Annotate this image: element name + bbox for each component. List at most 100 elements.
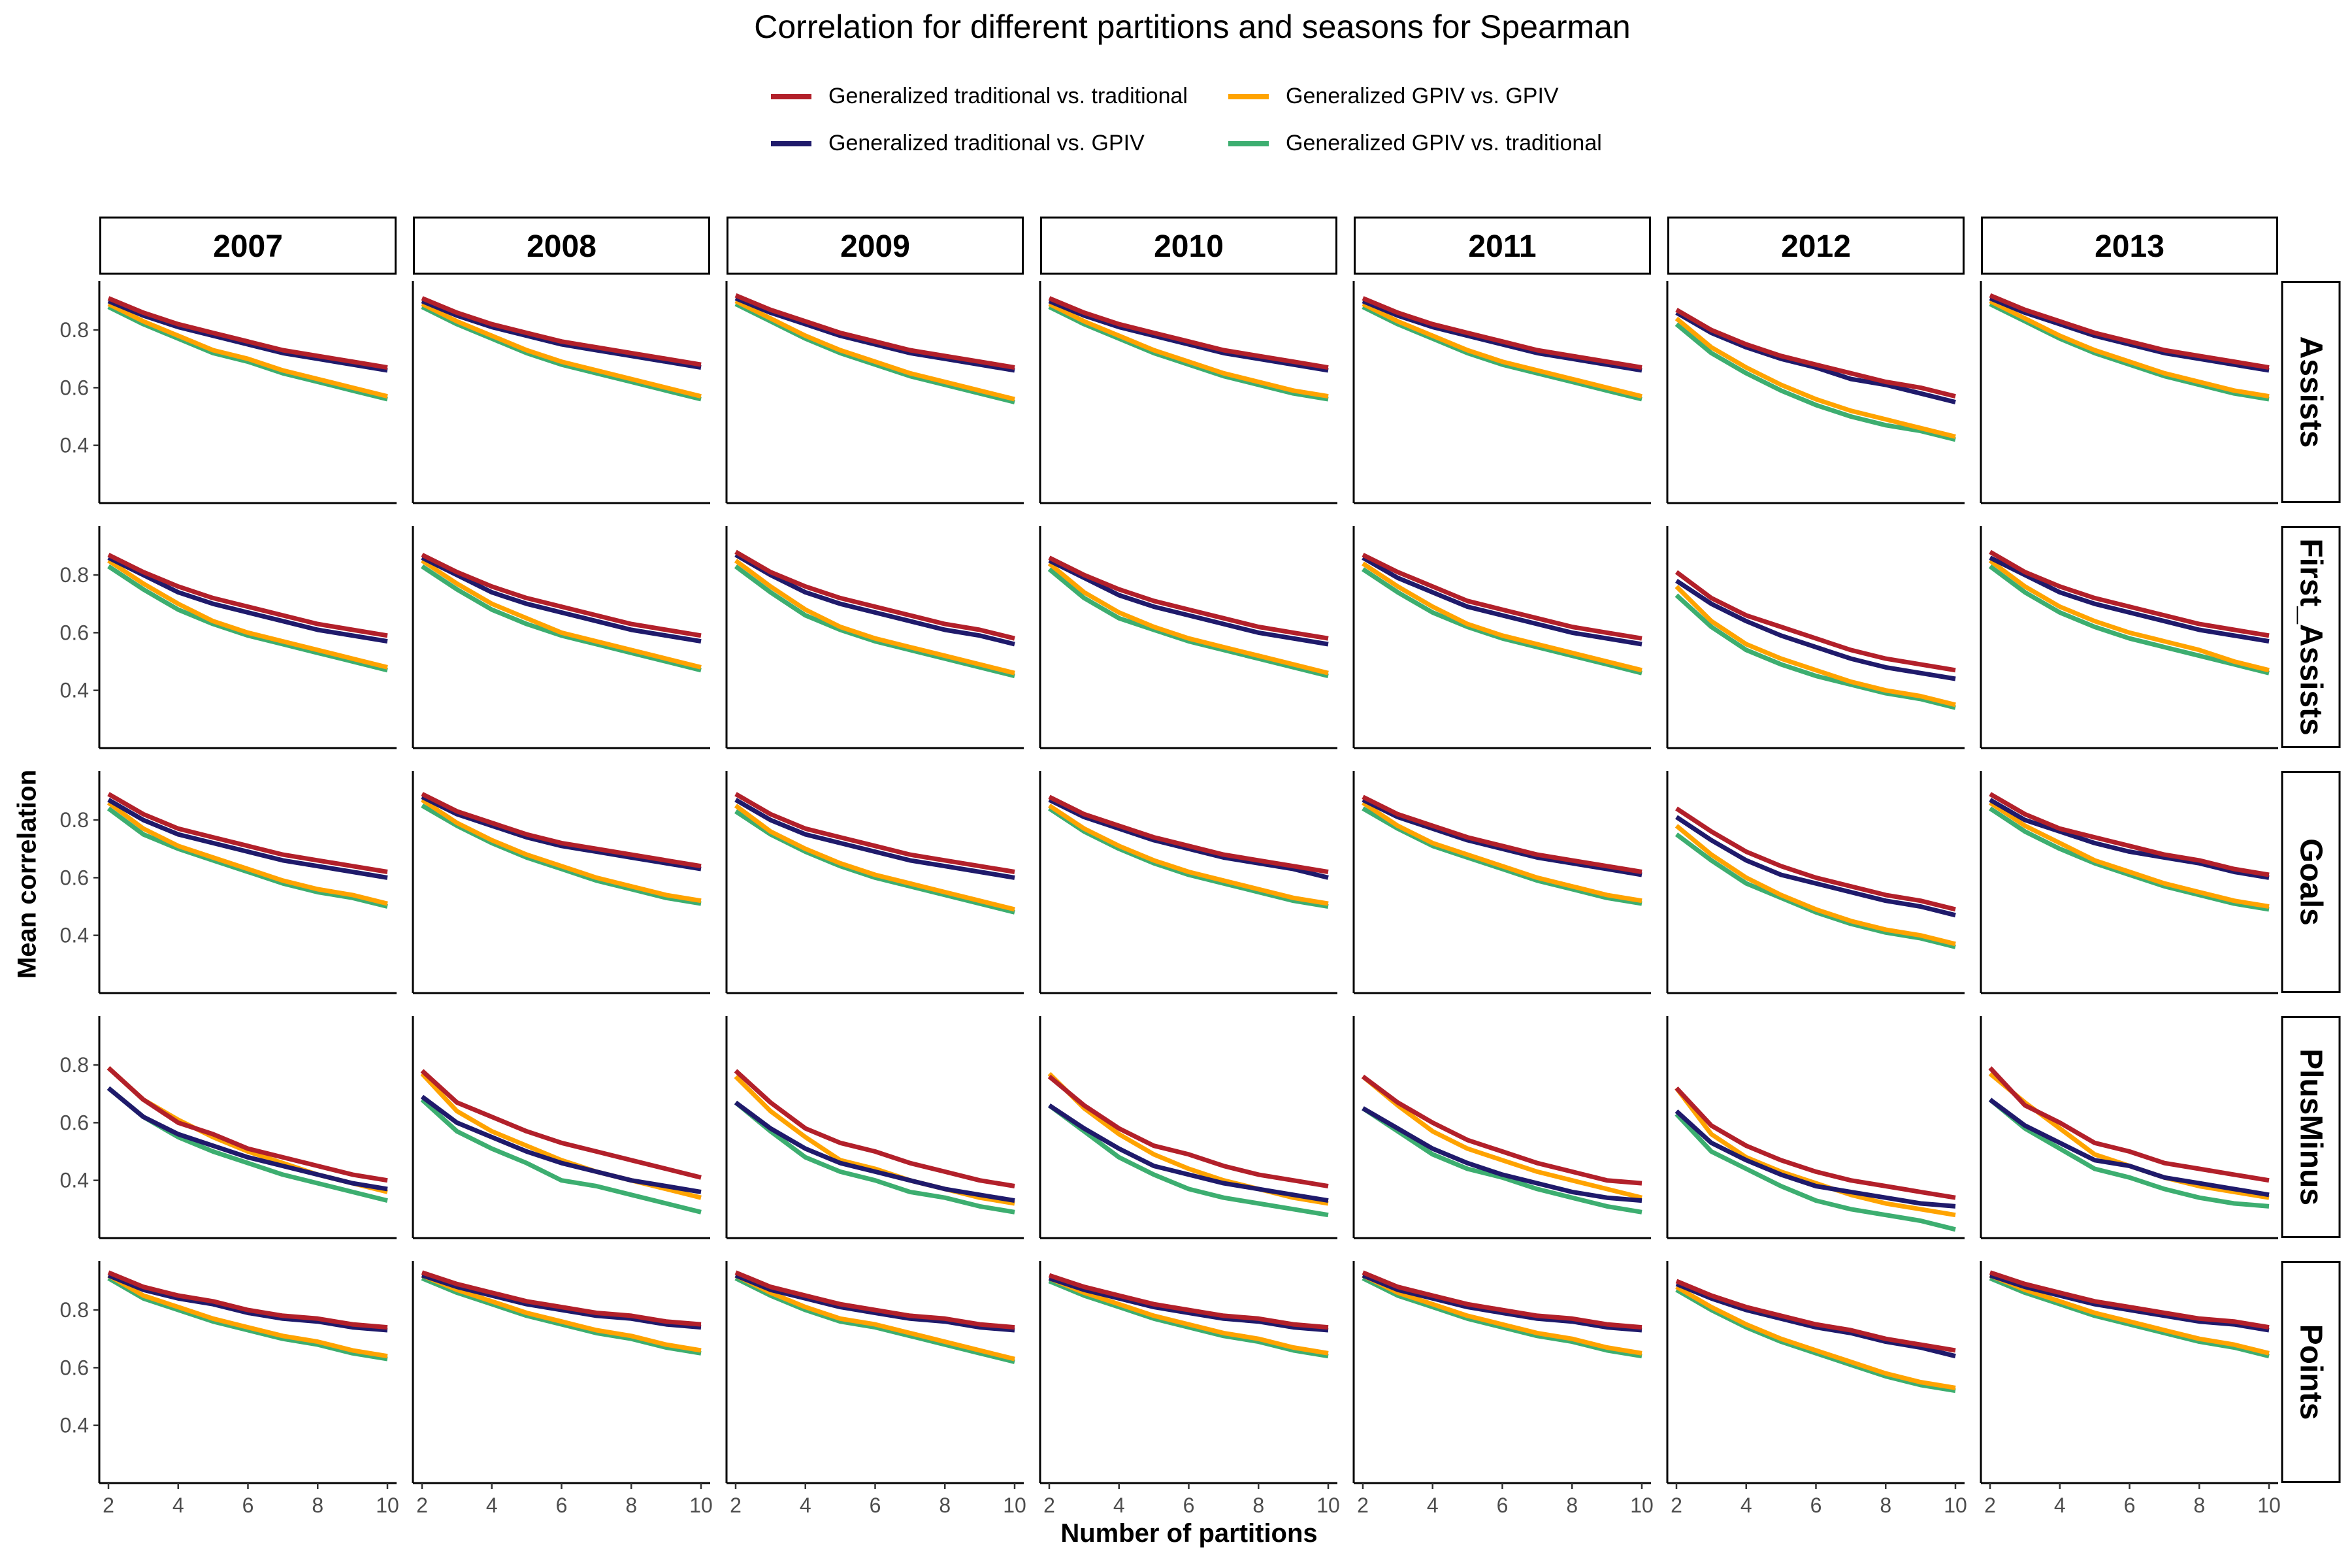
strip-top-label-2007: 2007 xyxy=(213,229,283,264)
legend-item-gg-t: Generalized GPIV vs. traditional xyxy=(1228,131,1602,156)
legend-label-gg-t: Generalized GPIV vs. traditional xyxy=(1286,131,1602,155)
x-tick-label: 8 xyxy=(1252,1494,1264,1517)
series-line-gg-g xyxy=(421,559,702,670)
series-line-gg-g xyxy=(734,804,1015,912)
series-line-gg-t xyxy=(1675,1288,1956,1394)
series-line-gg-t xyxy=(1047,1103,1329,1218)
chart-title: Correlation for different partitions and… xyxy=(754,8,1631,45)
series-line-gg-g xyxy=(1674,824,1956,947)
panel-plusminus-2012 xyxy=(1666,1016,1965,1239)
series-line-gg-g xyxy=(1989,800,2270,909)
x-tick-label: 10 xyxy=(689,1494,713,1517)
panel-first-assists-2008 xyxy=(412,526,710,749)
series-line-gg-g xyxy=(1362,800,1642,904)
series-line-gt-g xyxy=(1362,798,1642,877)
strip-right-plusminus: PlusMinus xyxy=(2281,1016,2341,1238)
series-line-gg-t xyxy=(1989,1276,2270,1359)
legend-swatch-gg-t xyxy=(1228,140,1269,146)
series-line-gg-g xyxy=(107,559,388,670)
strip-right-label-goals: Goals xyxy=(2294,838,2328,925)
series-line-gg-g xyxy=(734,1273,1015,1362)
strip-top-2013: 2013 xyxy=(1981,216,2278,275)
series-line-gt-t xyxy=(1047,1075,1329,1188)
panel-points-2009: 2 4 6 8 10 xyxy=(725,1261,1026,1517)
panel-plusminus-2007: 0.4 0.6 0.8 xyxy=(60,1016,397,1239)
series-line-gg-g xyxy=(1988,559,2270,673)
legend: Generalized traditional vs. traditional … xyxy=(771,84,1686,175)
strip-right-label-plusminus: PlusMinus xyxy=(2294,1049,2328,1205)
legend-swatch-gt-t xyxy=(771,93,811,99)
y-tick-label: 0.4 xyxy=(60,1414,89,1437)
series-line-gt-t xyxy=(1989,549,2270,638)
y-tick-label: 0.4 xyxy=(60,1169,89,1192)
series-line-gt-g xyxy=(1989,1273,2270,1333)
y-tick-label: 0.8 xyxy=(60,808,89,832)
series-line-gt-g xyxy=(1048,558,1329,647)
panel-goals-2010 xyxy=(1039,771,1337,994)
series-line-gt-t xyxy=(1361,1074,1642,1186)
series-line-gt-t xyxy=(734,1270,1015,1330)
panel-assists-2008 xyxy=(412,281,710,504)
strip-right-box-goals xyxy=(2281,771,2341,993)
series-line-gt-t xyxy=(420,1069,702,1180)
x-tick-label: 8 xyxy=(625,1494,637,1517)
series-line-gt-g xyxy=(1362,1106,1642,1203)
y-tick-label: 0.6 xyxy=(60,621,89,644)
series-line-gt-g xyxy=(1362,1273,1642,1333)
series-line-gg-g xyxy=(1048,302,1329,399)
x-tick-label: 10 xyxy=(376,1494,399,1517)
series-line-gt-t xyxy=(1362,1270,1642,1330)
series-line-gt-t xyxy=(421,792,702,869)
series-line-gt-g xyxy=(734,296,1015,373)
x-tick-label: 6 xyxy=(1810,1494,1822,1517)
panel-plusminus-2009 xyxy=(725,1016,1024,1239)
x-tick-label: 4 xyxy=(1113,1494,1125,1517)
panel-assists-2013 xyxy=(1980,281,2278,504)
series-line-gt-g xyxy=(734,1100,1015,1203)
strip-top-label-2009: 2009 xyxy=(840,229,910,264)
series-line-gt-g xyxy=(1362,555,1642,647)
x-tick-label: 6 xyxy=(2124,1494,2136,1517)
panel-first-assists-2007: 0.4 0.6 0.8 xyxy=(60,526,397,749)
x-tick-label: 4 xyxy=(1740,1494,1752,1517)
series-line-gg-t xyxy=(107,564,388,673)
series-line-gt-g xyxy=(734,798,1015,880)
series-line-gg-t xyxy=(1362,304,1642,402)
x-tick-label: 6 xyxy=(242,1494,254,1517)
series-line-gt-g xyxy=(1048,798,1329,880)
strip-right-goals: Goals xyxy=(2281,771,2341,993)
series-line-gt-t xyxy=(107,296,388,370)
x-tick-label: 8 xyxy=(1566,1494,1578,1517)
y-tick-label: 0.6 xyxy=(60,866,89,889)
series-line-gt-t xyxy=(734,549,1015,641)
series-line-gt-g xyxy=(1989,555,2270,644)
x-tick-label: 2 xyxy=(416,1494,428,1517)
legend-item-gt-g: Generalized traditional vs. GPIV xyxy=(771,131,1145,156)
strip-right-box-points xyxy=(2281,1261,2341,1483)
strip-top-label-2011: 2011 xyxy=(1468,229,1536,264)
series-line-gg-g xyxy=(1989,299,2270,399)
series-line-gt-t xyxy=(1048,1273,1329,1330)
panel-goals-2009 xyxy=(725,771,1024,994)
x-tick-label: 2 xyxy=(730,1494,742,1517)
legend-item-gg-g: Generalized GPIV vs. GPIV xyxy=(1228,84,1559,109)
y-axis-title: Mean correlation xyxy=(12,769,42,979)
panel-first-assists-2010 xyxy=(1039,526,1337,749)
strip-top-2012: 2012 xyxy=(1667,216,1965,275)
x-tick-label: 4 xyxy=(800,1494,811,1517)
series-line-gg-t xyxy=(1674,593,1956,710)
series-line-gg-g xyxy=(107,302,388,399)
strip-top-2009: 2009 xyxy=(727,216,1024,275)
strip-right-first-assists: First_Assists xyxy=(2281,526,2341,748)
series-line-gg-g xyxy=(1674,585,1956,708)
strip-top-2010: 2010 xyxy=(1040,216,1337,275)
series-line-gg-t xyxy=(1362,567,1642,676)
series-line-gg-t xyxy=(421,564,702,673)
series-line-gg-g xyxy=(421,302,702,399)
series-line-gt-g xyxy=(1674,1109,1956,1209)
strip-right-label-assists: Assists xyxy=(2294,336,2328,448)
strip-top-box-2010 xyxy=(1040,216,1337,275)
series-line-gt-g xyxy=(1675,310,1956,404)
y-tick-label: 0.6 xyxy=(60,376,89,399)
